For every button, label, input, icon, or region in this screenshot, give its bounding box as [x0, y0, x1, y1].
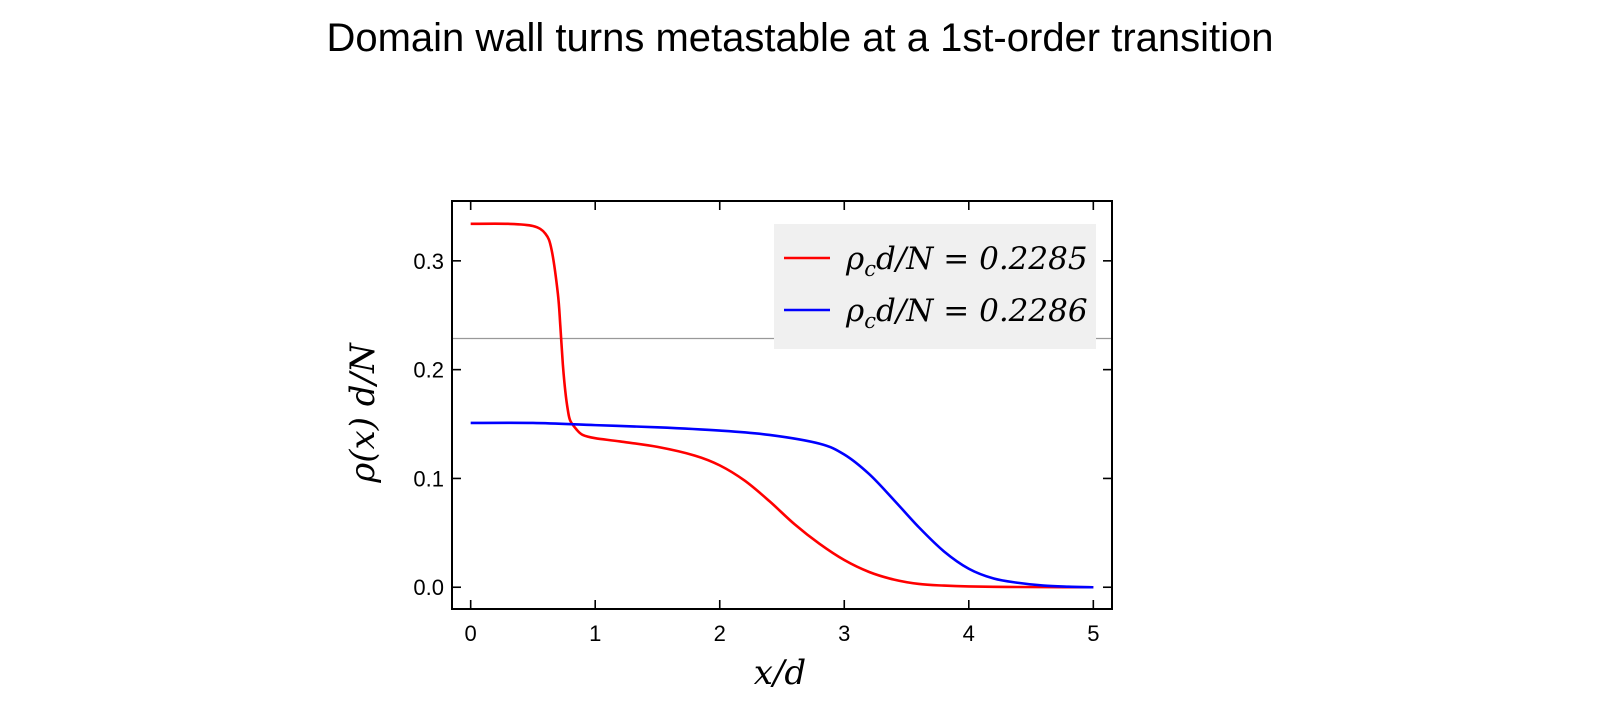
y-tick-label: 0.0	[413, 575, 444, 600]
chart-title: Domain wall turns metastable at a 1st-or…	[326, 16, 1274, 60]
series-line-1	[470, 222, 1094, 589]
legend-box	[774, 224, 1096, 349]
y-axis-label: ρ(x) d/N	[343, 342, 383, 484]
x-tick-label: 2	[714, 621, 726, 646]
x-tick-label: 3	[838, 621, 850, 646]
plot-frame	[451, 200, 1113, 610]
x-tick-label: 1	[589, 621, 601, 646]
y-tick-label: 0.1	[413, 466, 444, 491]
x-tick-label: 4	[963, 621, 975, 646]
y-tick-label: 0.2	[413, 358, 444, 383]
x-axis-label: x/d	[754, 653, 806, 693]
x-tick-label: 0	[465, 621, 477, 646]
legend-label-1: ρcd/N = 0.2285	[845, 241, 1088, 281]
x-tick-label: 5	[1087, 621, 1099, 646]
series-line-2	[470, 421, 1094, 589]
legend-label-2: ρcd/N = 0.2286	[845, 293, 1088, 333]
y-tick-label: 0.3	[413, 249, 444, 274]
